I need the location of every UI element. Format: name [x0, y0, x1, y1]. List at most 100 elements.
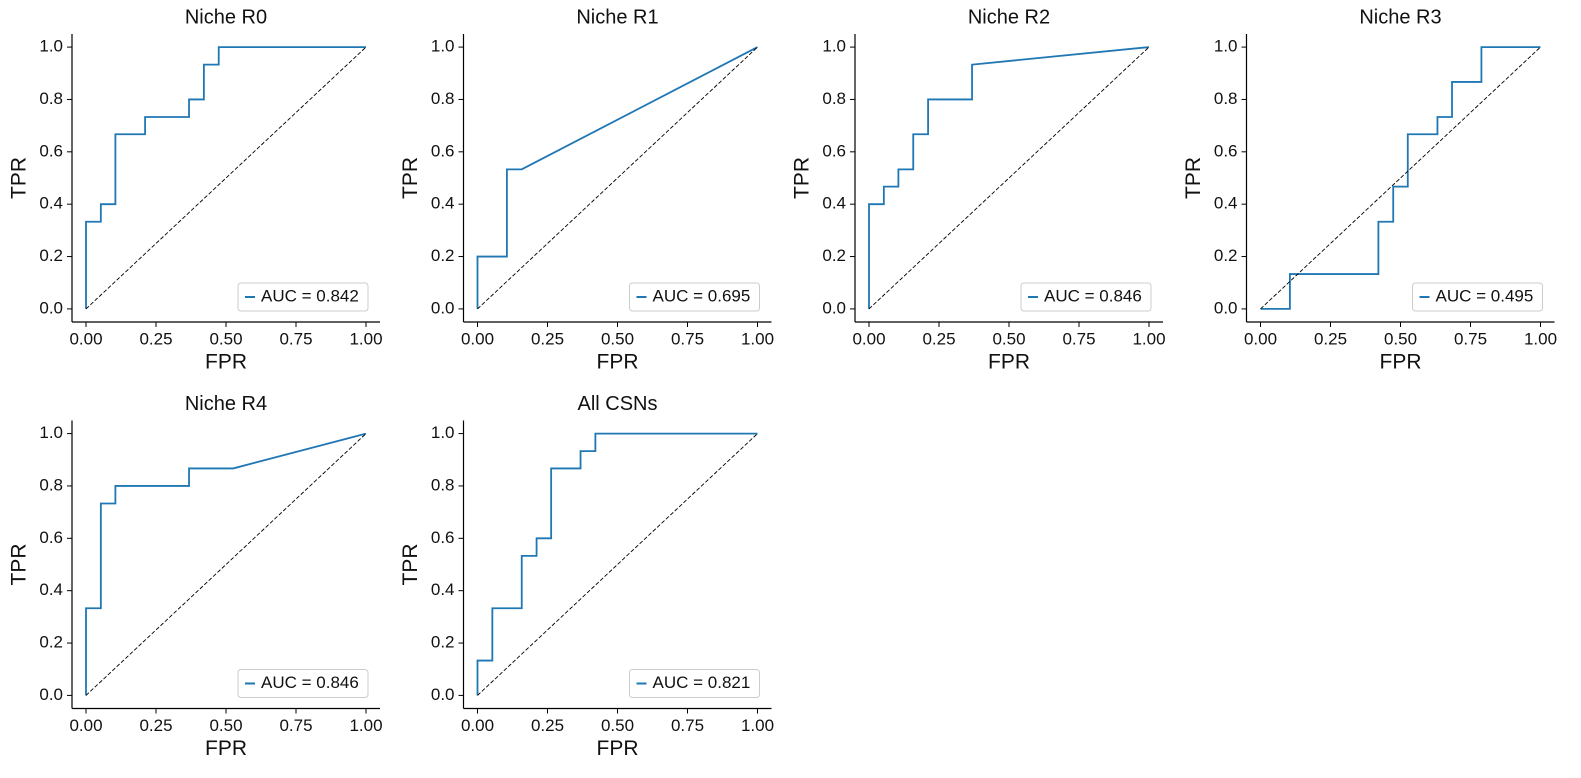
subplot: Niche R1 0.00 0.25 0.50 0.75 1.00 0.0 0.2 0.4 0.6…	[399, 6, 774, 373]
subplot-title: Niche R4	[185, 393, 267, 415]
x-tick-label: 0.75	[279, 329, 312, 348]
y-axis-label: TPR	[8, 544, 31, 586]
x-tick-label: 0.50	[209, 329, 242, 348]
legend-label: AUC = 0.821	[653, 673, 751, 692]
y-tick-label: 0.4	[39, 580, 63, 599]
x-tick-label: 0.00	[852, 329, 885, 348]
y-tick-label: 1.0	[822, 37, 846, 56]
legend-label: AUC = 0.846	[261, 673, 359, 692]
y-tick-label: 0.4	[1214, 194, 1238, 213]
y-tick-label: 0.0	[822, 298, 846, 317]
x-tick-label: 0.50	[601, 329, 634, 348]
x-tick-label: 1.00	[1524, 329, 1557, 348]
y-tick-label: 0.4	[431, 580, 455, 599]
y-tick-label: 0.8	[431, 89, 455, 108]
reference-line	[868, 46, 1150, 310]
reference-line	[477, 46, 758, 310]
y-tick-label: 0.2	[39, 633, 63, 652]
y-tick-label: 0.2	[822, 246, 846, 265]
roc-curve	[85, 432, 367, 696]
subplot: Niche R0 0.00 0.25 0.50 0.75 1.00 0.0 0.2 0.4 0.6…	[8, 6, 383, 373]
y-tick-label: 0.2	[431, 633, 455, 652]
y-tick-label: 0.6	[1214, 141, 1238, 160]
subplot-title: Niche R3	[1359, 6, 1441, 28]
y-tick-label: 0.6	[39, 528, 63, 547]
y-tick-label: 0.0	[431, 685, 455, 704]
x-tick-label: 0.00	[461, 716, 494, 735]
x-axis-label: FPR	[205, 351, 247, 374]
y-tick-label: 1.0	[431, 423, 455, 442]
legend-box	[629, 669, 760, 698]
roc-curve	[868, 46, 1150, 309]
subplot: Niche R2 0.00 0.25 0.50 0.75 1.00 0.0 0.2 0.4 0.6…	[791, 6, 1166, 373]
x-tick-label: 0.25	[531, 716, 564, 735]
x-tick-label: 0.00	[461, 329, 494, 348]
x-tick-label: 0.25	[1314, 329, 1347, 348]
y-tick-label: 0.8	[1214, 89, 1238, 108]
y-axis-label: TPR	[399, 157, 422, 199]
y-tick-label: 0.0	[39, 298, 63, 317]
x-axis-label: FPR	[1380, 351, 1422, 374]
x-tick-label: 0.50	[992, 329, 1025, 348]
x-tick-label: 0.75	[1454, 329, 1487, 348]
x-tick-label: 0.50	[601, 716, 634, 735]
y-tick-label: 0.6	[431, 528, 455, 547]
x-tick-label: 0.25	[139, 329, 172, 348]
y-tick-label: 0.0	[1214, 298, 1238, 317]
roc-curve	[1260, 46, 1541, 310]
x-tick-label: 0.75	[1062, 329, 1095, 348]
x-tick-label: 0.50	[209, 716, 242, 735]
y-tick-label: 1.0	[431, 37, 455, 56]
x-axis-label: FPR	[597, 351, 639, 374]
subplot-title: Niche R0	[185, 6, 267, 28]
y-tick-label: 0.4	[822, 194, 846, 213]
roc-curve	[476, 46, 758, 309]
y-tick-label: 0.6	[39, 141, 63, 160]
y-tick-label: 0.6	[431, 141, 455, 160]
x-tick-label: 0.50	[1384, 329, 1417, 348]
y-tick-label: 0.8	[39, 475, 63, 494]
y-axis-label: TPR	[1182, 157, 1205, 199]
y-axis-label: TPR	[399, 544, 422, 586]
subplot-title: Niche R1	[576, 6, 658, 28]
x-axis-label: FPR	[988, 351, 1030, 374]
legend-box	[629, 282, 760, 312]
y-axis-label: TPR	[791, 157, 814, 199]
legend-box	[1412, 282, 1543, 312]
y-tick-label: 0.2	[1214, 246, 1238, 265]
y-tick-label: 0.8	[431, 475, 455, 494]
x-tick-label: 0.25	[531, 329, 564, 348]
legend-label: AUC = 0.842	[261, 286, 359, 305]
x-tick-label: 1.00	[741, 716, 774, 735]
x-tick-label: 0.75	[671, 716, 704, 735]
y-tick-label: 0.4	[431, 194, 455, 213]
subplot: Niche R4 0.00 0.25 0.50 0.75 1.00 0.0 0.2 0.4 0.6…	[8, 393, 383, 760]
y-tick-label: 0.0	[431, 298, 455, 317]
legend-label: AUC = 0.495	[1436, 286, 1534, 305]
reference-line	[1260, 46, 1541, 310]
subplot-title: All CSNs	[577, 393, 657, 415]
x-tick-label: 0.25	[139, 716, 172, 735]
reference-line	[85, 433, 367, 696]
x-tick-label: 0.75	[279, 716, 312, 735]
y-tick-label: 0.8	[39, 89, 63, 108]
x-tick-label: 1.00	[741, 329, 774, 348]
x-tick-label: 1.00	[1132, 329, 1165, 348]
y-tick-label: 0.0	[39, 685, 63, 704]
y-tick-label: 0.2	[39, 246, 63, 265]
reference-line	[477, 433, 758, 696]
x-axis-label: FPR	[205, 737, 247, 760]
y-tick-label: 0.8	[822, 89, 846, 108]
y-axis-label: TPR	[8, 157, 31, 199]
subplot-title: Niche R2	[968, 6, 1050, 28]
y-tick-label: 0.6	[822, 141, 846, 160]
y-tick-label: 1.0	[39, 37, 63, 56]
roc-curve	[85, 46, 366, 309]
legend-box	[237, 669, 369, 698]
x-tick-label: 0.00	[69, 716, 102, 735]
roc-curve	[476, 432, 758, 696]
x-tick-label: 0.00	[69, 329, 102, 348]
legend-label: AUC = 0.846	[1044, 286, 1142, 305]
subplot: Niche R3 0.00 0.25 0.50 0.75 1.00 0.0 0.2 0.4 0.6…	[1182, 6, 1557, 373]
